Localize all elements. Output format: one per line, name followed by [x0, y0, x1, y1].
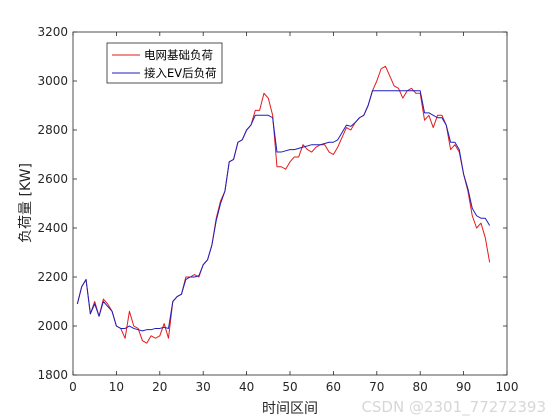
legend-box — [106, 42, 223, 84]
base-load-line — [76, 65, 491, 344]
legend-label-ev-load: 接入EV后负荷 — [144, 66, 217, 80]
x-axis-label: 时间区间 — [262, 401, 318, 417]
y-tick-label: 2000 — [37, 319, 68, 333]
y-tick-label: 2600 — [37, 172, 68, 186]
x-tick-label: 10 — [109, 380, 124, 394]
x-tick-label: 20 — [152, 380, 167, 394]
x-tick-label: 40 — [239, 380, 254, 394]
y-tick-label: 3200 — [37, 25, 68, 39]
x-tick-label: 50 — [282, 380, 297, 394]
x-tick-label: 30 — [196, 380, 211, 394]
y-tick-label: 2200 — [37, 270, 68, 284]
x-tick-label: 90 — [456, 380, 471, 394]
y-tick-label: 1800 — [37, 368, 68, 382]
y-tick-label: 2800 — [37, 123, 68, 137]
legend-label-base-load: 电网基础负荷 — [144, 48, 213, 62]
y-tick-label: 3000 — [37, 74, 68, 88]
x-tick-label: 70 — [369, 380, 384, 394]
watermark-text: CSDN @2301_77272393 — [361, 398, 546, 416]
ev-load-line — [76, 90, 491, 332]
legend: 电网基础负荷 接入EV后负荷 — [106, 42, 223, 84]
plot-area — [72, 31, 508, 376]
y-tick-label: 2400 — [37, 221, 68, 235]
x-tick-label: 80 — [413, 380, 428, 394]
x-tick-label: 100 — [496, 380, 519, 394]
x-tick-label: 60 — [326, 380, 341, 394]
y-axis-label: 负荷量 [KW] — [18, 163, 34, 243]
x-tick-label: 0 — [69, 380, 77, 394]
